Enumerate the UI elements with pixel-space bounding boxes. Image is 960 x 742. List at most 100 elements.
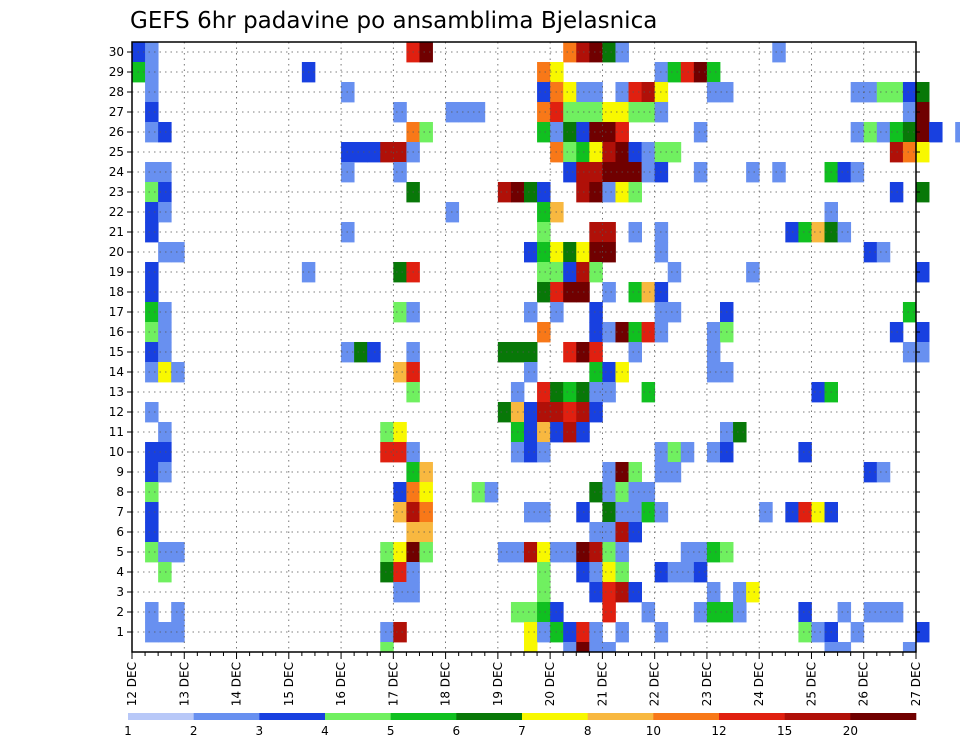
cell-m30-t49 [772,42,786,63]
colorbar-swatch [784,713,851,720]
cell-m5-t20 [393,542,407,563]
cell-m21-t31 [537,222,551,243]
cell-m24-t38 [628,162,642,183]
colorbar-swatch [719,713,785,720]
y-tick-label: 24 [109,165,124,179]
cell-m18-t1 [145,282,159,303]
cell-m15-t59 [902,342,917,363]
cell-m6-t22 [419,522,433,543]
colorbar-swatch [456,713,523,720]
cell-m10-t41 [667,442,682,463]
cell-m27-t20 [393,102,407,123]
cell-m17-t59 [902,302,917,323]
y-tick-label: 1 [116,625,124,639]
cell-m2-t46 [733,602,747,623]
cell-m30-t1 [145,42,159,63]
x-tick-label: 26 DEC [857,662,871,706]
cell-m26-t43 [693,122,708,143]
cell-m7-t36 [602,502,616,523]
cell-m15-t33 [563,342,577,363]
cell-m2-t30 [524,602,538,623]
colorbar-swatch [850,713,917,720]
colorbar-label: 4 [321,724,329,738]
y-tick-label: 7 [116,505,124,519]
cell-m25-t38 [628,142,642,163]
cell-m26-t22 [419,122,433,143]
colorbar-label: 12 [711,724,726,738]
cell-m7-t52 [811,502,825,523]
colorbar-label: 20 [843,724,858,738]
cell-m8-t35 [589,482,603,503]
cell-m27-t35 [589,102,603,123]
cell-m19-t31 [537,262,551,283]
cell-m26-t36 [602,122,616,143]
cell-m15-t1 [145,342,159,363]
y-tick-label: 30 [109,45,124,59]
cell-m1-t30 [524,622,538,643]
cell-m13-t31 [537,382,551,403]
x-tick-label: 12 DEC [125,662,139,706]
cell-m27-t1 [145,102,159,123]
cell-m2-t43 [693,602,708,623]
cell-m21-t51 [798,222,812,243]
heatmap-cells [132,42,960,653]
cell-m0-t30 [524,642,538,653]
cell-m11-t33 [563,422,577,443]
cell-m30-t33 [563,42,577,63]
x-tick-label: 15 DEC [282,662,296,706]
cell-m5-t36 [602,542,616,563]
cell-m3-t36 [602,582,616,603]
cell-m9-t57 [876,462,891,483]
cell-m0-t34 [576,642,590,653]
cell-m23-t28 [497,182,512,203]
cell-m25-t18 [367,142,381,163]
y-tick-label: 4 [116,565,124,579]
cell-m26-t61 [929,122,943,143]
cell-m12-t28 [497,402,512,423]
cell-m4-t20 [393,562,407,583]
cell-m6-t35 [589,522,603,543]
colorbar-label: 6 [453,724,461,738]
cell-m22-t1 [145,202,159,223]
cell-m6-t38 [628,522,642,543]
y-tick-label: 6 [116,525,124,539]
cell-m30-t22 [419,42,433,63]
cell-m1-t35 [589,622,603,643]
cell-m25-t20 [393,142,407,163]
cell-m16-t60 [916,322,930,343]
cell-m14-t1 [145,362,159,383]
cell-m2-t44 [706,602,721,623]
x-axis: 12 DEC 13 DEC 14 DEC 15 DEC 16 DEC 17 DEC 18 D… [125,652,923,706]
cell-m21-t52 [811,222,825,243]
cell-m9-t2 [158,462,172,483]
y-tick-label: 28 [109,85,124,99]
cell-m2-t57 [876,602,891,623]
cell-m16-t1 [145,322,159,343]
cell-m14-t36 [602,362,616,383]
cell-m27-t59 [902,102,917,123]
cell-m15-t28 [497,342,512,363]
colorbar-label: 5 [387,724,395,738]
cell-m20-t33 [563,242,577,263]
cell-m13-t36 [602,382,616,403]
cell-m16-t38 [628,322,642,343]
cell-m20-t36 [602,242,616,263]
cell-m23-t2 [158,182,172,203]
cell-m26-t55 [850,122,865,143]
colorbar-label: 10 [646,724,661,738]
cell-m21-t38 [628,222,642,243]
cell-m14-t44 [706,362,721,383]
y-tick-label: 2 [116,605,124,619]
cell-m15-t38 [628,342,642,363]
colorbar-swatch [259,713,326,720]
cell-m9-t36 [602,462,616,483]
y-tick-label: 5 [116,545,124,559]
cell-m21-t54 [837,222,852,243]
cell-m26-t60 [916,122,930,143]
cell-m10-t19 [380,442,394,463]
cell-m14-t20 [393,362,407,383]
cell-m20-t3 [171,242,185,263]
x-tick-label: 27 DEC [909,662,923,706]
cell-m23-t35 [589,182,603,203]
cell-m16-t44 [706,322,721,343]
